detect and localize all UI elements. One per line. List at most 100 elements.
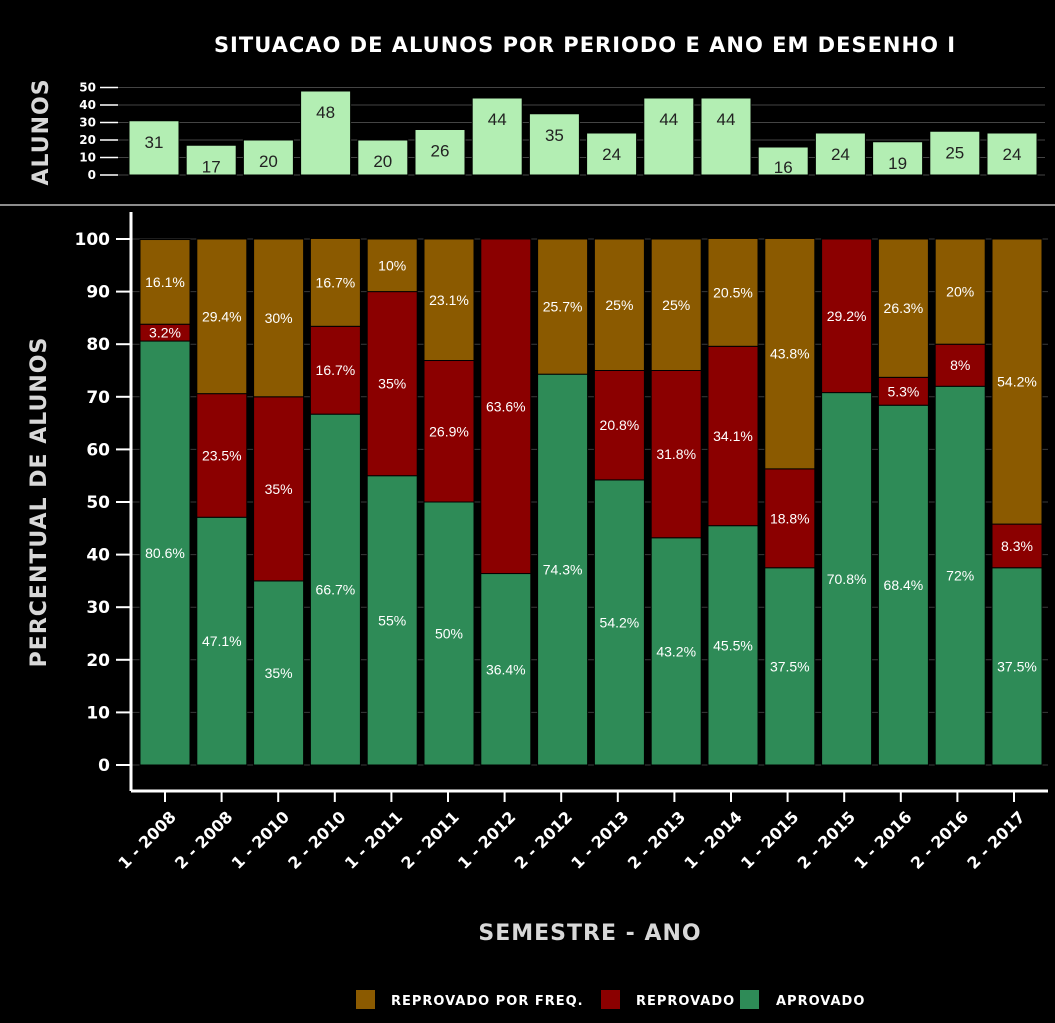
count-label: 44 <box>659 110 678 129</box>
data-label-reprovado_freq: 25.7% <box>543 299 583 315</box>
data-label-reprovado_freq: 30% <box>265 310 293 326</box>
data-label-reprovado: 16.7% <box>316 362 356 378</box>
legend-swatch-reprovado <box>601 990 620 1009</box>
x-tick-label: 2 - 2011 <box>397 807 462 872</box>
data-label-reprovado_freq: 20% <box>946 284 974 300</box>
top-panel: ALUNOS 0 10 20 30 40 50 31 17 20 48 20 26 44 35 24 44 4… <box>29 78 1045 185</box>
x-tick-label: 1 - 2012 <box>454 807 519 872</box>
data-label-reprovado: 3.2% <box>149 325 181 341</box>
data-label-reprovado: 18.8% <box>770 510 810 526</box>
count-label: 44 <box>717 110 736 129</box>
count-label: 48 <box>316 103 335 122</box>
count-label: 17 <box>202 157 221 176</box>
main-y-tick-label: 30 <box>86 598 110 618</box>
x-tick-label: 1 - 2008 <box>114 807 179 872</box>
data-label-aprovado: 66.7% <box>316 582 356 598</box>
data-label-aprovado: 50% <box>435 626 463 642</box>
data-label-reprovado_freq: 26.3% <box>884 300 924 316</box>
main-y-tick-label: 0 <box>98 756 110 776</box>
count-label: 25 <box>945 143 964 162</box>
legend: REPROVADO POR FREQ. REPROVADO APROVADO <box>356 990 865 1009</box>
main-y-tick-label: 90 <box>86 283 110 303</box>
data-label-reprovado: 8.3% <box>1001 538 1033 554</box>
count-label: 35 <box>545 126 564 145</box>
main-y-tick-label: 70 <box>86 388 110 408</box>
count-label: 24 <box>602 145 621 164</box>
data-label-reprovado_freq: 16.1% <box>145 274 185 290</box>
data-label-reprovado: 31.8% <box>656 446 696 462</box>
legend-swatch-aprovado <box>740 990 759 1009</box>
data-label-aprovado: 45.5% <box>713 637 753 653</box>
main-panel: PERCENTUAL DE ALUNOS 0 10 20 30 40 50 60 70 80 90… <box>27 212 1048 946</box>
count-label: 24 <box>1003 145 1022 164</box>
data-label-reprovado_freq: 23.1% <box>429 292 469 308</box>
x-tick-label: 1 - 2011 <box>341 807 406 872</box>
data-label-reprovado_freq: 20.5% <box>713 284 753 300</box>
main-y-tick-label: 100 <box>75 230 111 250</box>
data-label-reprovado_freq: 16.7% <box>316 274 356 290</box>
data-label-reprovado: 5.3% <box>887 383 919 399</box>
data-label-aprovado: 37.5% <box>997 658 1037 674</box>
x-tick-label: 2 - 2008 <box>171 807 236 872</box>
legend-swatch-reprovado_freq <box>356 990 375 1009</box>
main-y-tick-label: 50 <box>86 493 110 513</box>
top-y-tick-label: 30 <box>79 116 96 130</box>
count-label: 19 <box>888 154 907 173</box>
x-tick-label: 2 - 2017 <box>963 807 1028 872</box>
data-label-aprovado: 55% <box>378 612 406 628</box>
data-label-aprovado: 70.8% <box>827 571 867 587</box>
legend-label-aprovado: APROVADO <box>776 994 865 1009</box>
x-tick-label: 1 - 2013 <box>567 807 632 872</box>
legend-label-reprovado_freq: REPROVADO POR FREQ. <box>391 994 584 1009</box>
data-label-reprovado: 20.8% <box>600 417 640 433</box>
data-label-reprovado: 34.1% <box>713 428 753 444</box>
data-label-aprovado: 37.5% <box>770 658 810 674</box>
top-y-tick-label: 0 <box>88 168 96 182</box>
main-y-tick-label: 40 <box>86 546 110 566</box>
main-y-tick-label: 10 <box>86 703 110 723</box>
legend-label-reprovado: REPROVADO <box>636 994 735 1009</box>
count-label: 26 <box>431 142 450 161</box>
main-y-tick-label: 60 <box>86 440 110 460</box>
data-label-aprovado: 43.2% <box>656 643 696 659</box>
top-y-tick-label: 20 <box>79 133 96 147</box>
data-label-reprovado: 26.9% <box>429 423 469 439</box>
count-label: 31 <box>145 133 164 152</box>
count-label: 20 <box>373 152 392 171</box>
count-label: 24 <box>831 145 850 164</box>
data-label-reprovado: 8% <box>950 357 970 373</box>
data-label-reprovado_freq: 25% <box>605 297 633 313</box>
x-axis-title: SEMESTRE - ANO <box>478 921 701 946</box>
x-tick-label: 1 - 2015 <box>737 807 802 872</box>
data-label-reprovado_freq: 43.8% <box>770 346 810 362</box>
data-label-reprovado: 63.6% <box>486 398 526 414</box>
data-label-aprovado: 47.1% <box>202 633 242 649</box>
data-label-aprovado: 74.3% <box>543 562 583 578</box>
x-tick-label: 2 - 2010 <box>284 807 349 872</box>
main-y-tick-label: 80 <box>86 335 110 355</box>
top-y-tick-label: 10 <box>79 151 96 165</box>
data-label-reprovado_freq: 10% <box>378 257 406 273</box>
x-tick-label: 2 - 2015 <box>794 807 859 872</box>
data-label-aprovado: 80.6% <box>145 545 185 561</box>
x-tick-label: 2 - 2016 <box>907 807 972 872</box>
main-y-tick-label: 20 <box>86 651 110 671</box>
count-label: 44 <box>488 110 507 129</box>
data-label-aprovado: 36.4% <box>486 661 526 677</box>
top-y-tick-label: 50 <box>79 81 96 95</box>
x-tick-label: 1 - 2010 <box>228 807 293 872</box>
data-label-reprovado_freq: 54.2% <box>997 374 1037 390</box>
main-y-axis-title: PERCENTUAL DE ALUNOS <box>27 337 52 668</box>
data-label-aprovado: 35% <box>265 665 293 681</box>
x-tick-label: 1 - 2016 <box>850 807 915 872</box>
data-label-reprovado_freq: 29.4% <box>202 308 242 324</box>
data-label-reprovado: 23.5% <box>202 447 242 463</box>
count-label: 16 <box>774 158 793 177</box>
data-label-reprovado_freq: 25% <box>662 297 690 313</box>
x-tick-label: 2 - 2013 <box>624 807 689 872</box>
data-label-reprovado: 35% <box>265 481 293 497</box>
top-y-axis-title: ALUNOS <box>29 78 54 185</box>
data-label-aprovado: 72% <box>946 568 974 584</box>
count-label: 20 <box>259 152 278 171</box>
